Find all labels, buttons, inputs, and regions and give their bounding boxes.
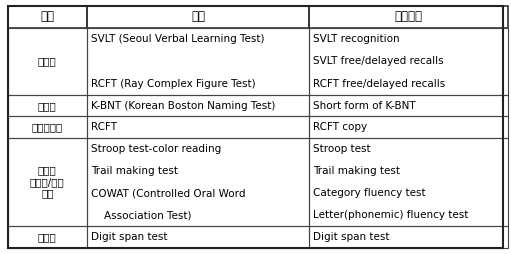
Text: Digit span test: Digit span test	[313, 232, 390, 242]
Text: 추상적
사고력/집행
기능: 추상적 사고력/집행 기능	[30, 165, 65, 199]
Text: RCFT (Ray Complex Figure Test): RCFT (Ray Complex Figure Test)	[91, 79, 256, 89]
Text: Letter(phonemic) fluency test: Letter(phonemic) fluency test	[313, 210, 469, 220]
Text: 세부검사: 세부검사	[395, 10, 423, 23]
Text: Stroop test-color reading: Stroop test-color reading	[91, 144, 221, 154]
Text: SVLT free/delayed recalls: SVLT free/delayed recalls	[313, 56, 444, 66]
Bar	[309, 116, 508, 138]
Text: 검사: 검사	[191, 10, 205, 23]
Text: 영역: 영역	[40, 10, 54, 23]
Bar	[309, 138, 508, 227]
Bar	[87, 116, 309, 138]
Text: Category fluency test: Category fluency test	[313, 188, 426, 198]
Text: RCFT: RCFT	[91, 122, 117, 132]
Text: K-BNT (Korean Boston Naming Test): K-BNT (Korean Boston Naming Test)	[91, 101, 275, 111]
Bar	[8, 27, 87, 95]
Bar	[309, 6, 508, 27]
Bar	[8, 138, 87, 227]
Text: 기억력: 기억력	[38, 56, 57, 66]
Text: Association Test): Association Test)	[91, 210, 192, 220]
Text: Short form of K-BNT: Short form of K-BNT	[313, 101, 416, 111]
Bar	[8, 116, 87, 138]
Text: Trail making test: Trail making test	[91, 166, 178, 176]
Text: 시공간기능: 시공간기능	[32, 122, 63, 132]
Bar	[87, 227, 309, 248]
Text: Trail making test: Trail making test	[313, 166, 400, 176]
Text: RCFT copy: RCFT copy	[313, 122, 367, 132]
Bar	[87, 6, 309, 27]
Bar	[8, 6, 87, 27]
Text: SVLT recognition: SVLT recognition	[313, 34, 400, 44]
Bar	[8, 95, 87, 116]
Text: Stroop test: Stroop test	[313, 144, 371, 154]
Bar	[87, 27, 309, 95]
Text: Digit span test: Digit span test	[91, 232, 168, 242]
Text: RCFT free/delayed recalls: RCFT free/delayed recalls	[313, 79, 446, 89]
Text: 언어력: 언어력	[38, 101, 57, 111]
Text: 주의력: 주의력	[38, 232, 57, 242]
Text: SVLT (Seoul Verbal Learning Test): SVLT (Seoul Verbal Learning Test)	[91, 34, 265, 44]
Bar	[8, 227, 87, 248]
Bar	[309, 227, 508, 248]
Bar	[309, 95, 508, 116]
Bar	[87, 95, 309, 116]
Text: COWAT (Controlled Oral Word: COWAT (Controlled Oral Word	[91, 188, 245, 198]
Bar	[87, 138, 309, 227]
Bar	[309, 27, 508, 95]
